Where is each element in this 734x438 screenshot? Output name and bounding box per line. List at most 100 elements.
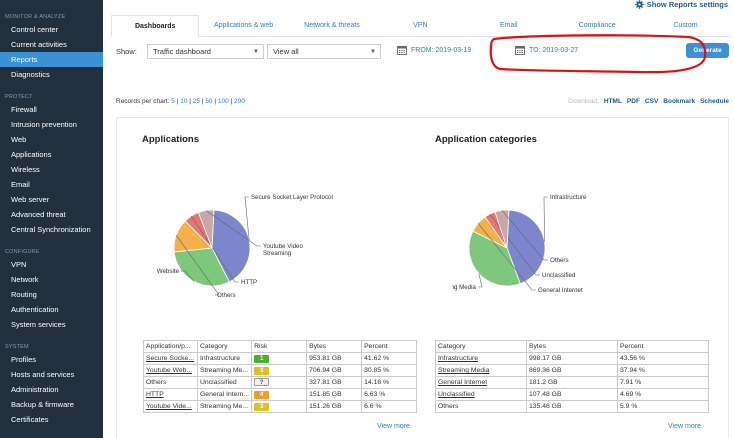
pie-slice-others[interactable] (494, 209, 510, 249)
to-date-picker[interactable]: TO: 2019-03-27 (515, 45, 578, 55)
risk-badge: 3 (254, 403, 270, 411)
download-bookmark-link[interactable]: Bookmark (663, 98, 696, 105)
row-name-link[interactable]: Youtube Vide... (146, 403, 192, 410)
sidebar-item-web[interactable]: Web (11, 135, 27, 144)
row-category: Unclassified (200, 379, 237, 386)
sidebar-item-wireless[interactable]: Wireless (11, 165, 40, 174)
sidebar-item-web-server[interactable]: Web server (11, 195, 50, 204)
download-pdf-link[interactable]: PDF (626, 98, 640, 105)
records-option-25[interactable]: 25 (192, 98, 200, 105)
tab-vpn[interactable]: VPN (413, 22, 428, 29)
records-option-100[interactable]: 100 (217, 98, 229, 105)
cell-name: HTTP (143, 388, 198, 401)
sidebar-item-control-center[interactable]: Control center (11, 25, 59, 34)
table-header-row: Category Bytes Percent (435, 340, 709, 353)
column-header-application-p[interactable]: Application/p... (143, 340, 198, 353)
sidebar-item-diagnostics[interactable]: Diagnostics (11, 70, 50, 79)
sidebar-item-current-activities[interactable]: Current activities (11, 40, 67, 49)
column-header-percent[interactable]: Percent (361, 340, 418, 353)
column-header-category[interactable]: Category (435, 340, 527, 353)
pie-label-general-internet: General Internet (538, 287, 583, 294)
table-header-row: Application/p... Category Risk Bytes Percent (143, 340, 418, 353)
row-percent: 5.9 % (620, 403, 638, 410)
cell-name: Youtube Web... (143, 364, 198, 377)
column-header-category[interactable]: Category (196, 340, 253, 353)
row-percent: 43.56 % (620, 355, 645, 362)
dashboard-select[interactable]: Traffic dashboard ▼ (147, 44, 264, 59)
app-categories-view-more-link[interactable]: View more (668, 423, 701, 430)
download-label: Download: (568, 98, 599, 105)
sidebar-item-applications[interactable]: Applications (11, 150, 52, 159)
sidebar-item-firewall[interactable]: Firewall (11, 105, 37, 114)
cell-name: Youtube Vide... (143, 400, 198, 413)
sidebar-item-profiles[interactable]: Profiles (11, 355, 37, 364)
row-name-link[interactable]: Streaming Media (438, 367, 490, 374)
table-row: Secure Socke... Infrastructure 1 953.81 GB 4… (143, 352, 418, 365)
tab-dashboards[interactable]: Dashboards (111, 15, 200, 37)
tab-email[interactable]: Email (500, 22, 518, 29)
row-category: Infrastructure (200, 355, 241, 362)
from-date-picker[interactable]: FROM: 2019-03-19 (397, 45, 471, 55)
tab-network-threats[interactable]: Network & threats (304, 22, 360, 29)
sidebar-item-central-synchronization[interactable]: Central Synchronization (11, 225, 91, 234)
sidebar-item-network[interactable]: Network (11, 275, 39, 284)
tab-applications-web[interactable]: Applications & web (214, 22, 274, 29)
view-select[interactable]: View all ▼ (267, 44, 381, 59)
cell-risk: 4 (251, 388, 308, 401)
column-header-percent[interactable]: Percent (617, 340, 709, 353)
row-name-link[interactable]: Infrastructure (438, 355, 479, 362)
row-percent: 6.6 % (364, 403, 382, 410)
sidebar-section-title: PROTECT (5, 94, 33, 100)
row-name-link[interactable]: Youtube Web... (146, 367, 193, 374)
sidebar-item-administration[interactable]: Administration (11, 385, 59, 394)
tab-compliance[interactable]: Compliance (578, 22, 616, 29)
pie-slice-infrastructure[interactable] (506, 209, 546, 285)
cell-risk: 3 (251, 364, 308, 377)
sidebar-item-vpn[interactable]: VPN (11, 260, 27, 269)
row-name: Others (438, 403, 459, 410)
applications-view-more-link[interactable]: View more (377, 423, 410, 430)
sidebar-item-backup-firmware[interactable]: Backup & firmware (11, 400, 74, 409)
sidebar-item-advanced-threat[interactable]: Advanced threat (11, 210, 66, 219)
sidebar-spacer (0, 237, 103, 247)
download-schedule-link[interactable]: Schedule (700, 98, 729, 105)
row-name-link[interactable]: General Internet (438, 379, 488, 386)
row-category: Streaming Me... (200, 367, 248, 374)
generate-button[interactable]: Generate (686, 43, 729, 58)
cell-bytes: 107.48 GB (526, 388, 618, 401)
pie-slice-secure-socket-layer-protocol[interactable] (211, 209, 251, 283)
download-csv-link[interactable]: CSV (644, 98, 659, 105)
row-percent: 7.91 % (620, 379, 642, 386)
records-option-5[interactable]: 5 (171, 98, 175, 105)
sidebar-item-email[interactable]: Email (11, 180, 30, 189)
cell-name: Unclassified (435, 388, 527, 401)
leader-line (543, 196, 548, 243)
dashboard-content: Applications Application categories Secu… (116, 117, 729, 438)
column-header-risk[interactable]: Risk (251, 340, 308, 353)
records-option-50[interactable]: 50 (205, 98, 213, 105)
sidebar-item-intrusion-prevention[interactable]: Intrusion prevention (11, 120, 77, 129)
show-reports-settings-link[interactable]: Show Reports settings (635, 0, 728, 9)
sidebar-item-certificates[interactable]: Certificates (11, 415, 49, 424)
row-name-link[interactable]: Secure Socke... (146, 355, 194, 362)
leader-line (205, 210, 261, 247)
download-html-link[interactable]: HTML (603, 98, 622, 105)
sidebar-item-authentication[interactable]: Authentication (11, 305, 59, 314)
row-name-link[interactable]: Unclassified (438, 391, 475, 398)
sidebar-item-hosts-and-services[interactable]: Hosts and services (11, 370, 75, 379)
row-percent: 37.94 % (620, 367, 645, 374)
column-header-bytes[interactable]: Bytes (306, 340, 363, 353)
leader-line (175, 235, 220, 296)
sidebar-item-reports[interactable]: Reports (0, 52, 103, 67)
tab-custom[interactable]: Custom (673, 22, 698, 29)
applications-pie-chart: Secure Socket Layer Protocol Youtube Webs… (157, 194, 333, 299)
row-name: Others (146, 379, 167, 386)
records-option-10[interactable]: 10 (180, 98, 188, 105)
column-header-bytes[interactable]: Bytes (526, 340, 618, 353)
sidebar-item-routing[interactable]: Routing (11, 290, 37, 299)
records-option-200[interactable]: 200 (234, 98, 245, 105)
row-name-link[interactable]: HTTP (146, 391, 164, 398)
sidebar-item-system-services[interactable]: System services (11, 320, 66, 329)
cell-percent: 14.16 % (361, 376, 418, 389)
pie-slice-streaming-media[interactable] (468, 230, 521, 287)
